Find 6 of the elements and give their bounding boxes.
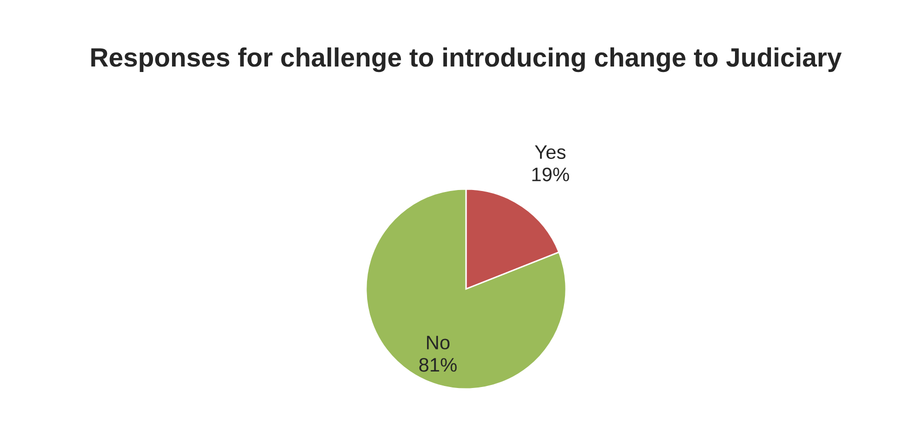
pie-slice: [365, 188, 567, 390]
data-label: 19%: [532, 168, 570, 182]
slice-label: Yes: [534, 145, 566, 159]
chart-title: Responses for challenge to introducing change to Judiciary: [91, 47, 842, 72]
data-label: 81%: [419, 358, 457, 372]
slice-label: No: [427, 336, 450, 350]
